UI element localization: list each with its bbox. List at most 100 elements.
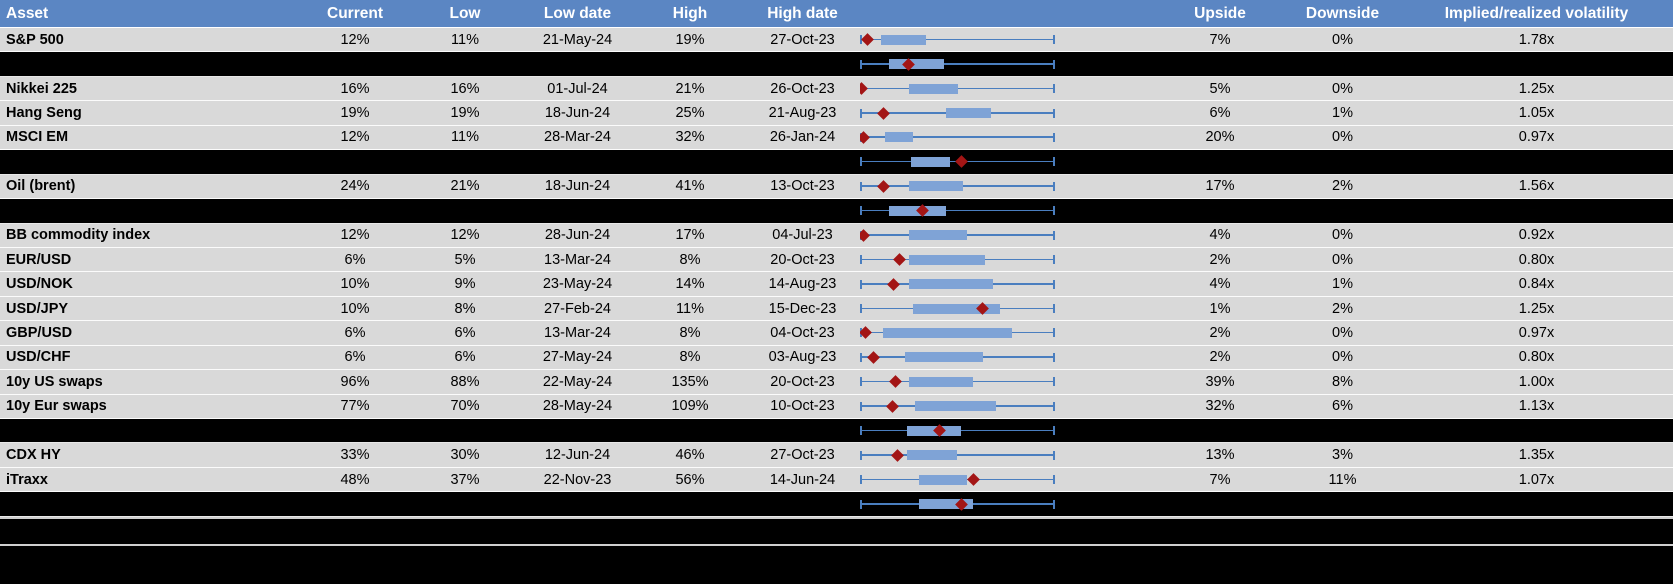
high-date: 20-Oct-23	[770, 373, 835, 390]
range-boxplot	[860, 202, 1055, 219]
range-boxplot	[860, 178, 1055, 195]
whisker-cap-right-icon	[1053, 206, 1055, 216]
current-value: 77%	[340, 398, 370, 415]
low-date: 23-May-24	[542, 276, 613, 293]
implied-realized-value: 0.92x	[1518, 227, 1555, 244]
asset-name: GBP/USD	[6, 324, 73, 341]
whisker-cap-left-icon	[860, 352, 862, 362]
asset-name: CDX HY	[6, 447, 61, 464]
low-value: 6%	[454, 324, 476, 341]
whisker-cap-right-icon	[1053, 84, 1055, 94]
implied-realized-value: 1.00x	[1518, 373, 1555, 390]
range-chart-cell	[860, 199, 1155, 222]
downside-value: 1%	[1332, 105, 1353, 122]
asset-row: Nikkei 225 16% 16% 01-Jul-24 21% 26-Oct-23 5% 0…	[0, 76, 1673, 102]
range-boxplot	[860, 31, 1055, 48]
asset-row: 10y US swaps 96% 88% 22-May-24 135% 20-Oct-23…	[0, 370, 1673, 395]
downside-value: 0%	[1332, 324, 1353, 341]
range-boxplot	[860, 300, 1055, 317]
asset-row: USD/NOK 10% 9% 23-May-24 14% 14-Aug-23 4% 1% 0.8…	[0, 272, 1673, 297]
whisker-line-icon	[860, 38, 1055, 41]
downside-value: 3%	[1332, 447, 1353, 464]
range-boxplot	[860, 471, 1055, 488]
whisker-cap-right-icon	[1053, 426, 1055, 436]
low-date: 22-May-24	[542, 373, 613, 390]
asset-name: USD/CHF	[6, 349, 71, 366]
low-date: 22-Nov-23	[543, 471, 612, 488]
downside-value: 8%	[1332, 373, 1353, 390]
range-boxplot	[860, 349, 1055, 366]
low-date: 28-Jun-24	[544, 227, 611, 244]
whisker-cap-left-icon	[860, 157, 862, 167]
upside-value: 39%	[1205, 373, 1235, 390]
current-value: 12%	[340, 129, 370, 146]
range-chart-cell	[860, 346, 1155, 369]
current-diamond-marker-icon	[886, 277, 900, 291]
range-chart-cell	[860, 175, 1155, 198]
range-boxplot	[860, 496, 1055, 513]
low-value: 21%	[450, 178, 480, 195]
whisker-cap-right-icon	[1053, 377, 1055, 387]
downside-value: 0%	[1332, 129, 1353, 146]
upside-value: 6%	[1209, 105, 1231, 122]
upside-value: 4%	[1209, 227, 1231, 244]
range-box	[908, 230, 968, 241]
whisker-cap-right-icon	[1053, 279, 1055, 289]
asset-name: EUR/USD	[6, 251, 72, 268]
group-summary-row	[0, 419, 1673, 444]
implied-realized-value: 1.35x	[1518, 447, 1555, 464]
range-box	[904, 352, 983, 363]
range-box	[910, 156, 950, 167]
current-value: 48%	[340, 471, 370, 488]
downside-value: 0%	[1332, 349, 1353, 366]
low-value: 11%	[451, 31, 479, 48]
high-value: 17%	[675, 227, 705, 244]
downside-value: 0%	[1332, 227, 1353, 244]
range-chart-cell	[860, 52, 1155, 75]
high-date: 10-Oct-23	[770, 398, 835, 415]
range-chart-cell	[860, 101, 1155, 124]
whisker-cap-left-icon	[860, 59, 862, 69]
whisker-cap-left-icon	[860, 499, 862, 509]
implied-realized-value: 1.78x	[1518, 31, 1555, 48]
downside-value: 2%	[1332, 178, 1353, 195]
low-date: 12-Jun-24	[544, 447, 611, 464]
current-diamond-marker-icon	[888, 375, 902, 389]
whisker-cap-right-icon	[1053, 59, 1055, 69]
range-chart-cell	[860, 224, 1155, 247]
high-value: 109%	[671, 398, 709, 415]
range-boxplot	[860, 447, 1055, 464]
high-value: 21%	[675, 80, 705, 97]
current-diamond-marker-icon	[861, 33, 875, 47]
whisker-cap-left-icon	[860, 255, 862, 265]
range-boxplot	[860, 422, 1055, 439]
upside-value: 17%	[1205, 178, 1235, 195]
range-box	[908, 181, 964, 192]
asset-name: BB commodity index	[6, 227, 151, 244]
downside-value: 2%	[1332, 300, 1353, 317]
range-box	[908, 254, 985, 265]
low-date: 21-May-24	[542, 31, 613, 48]
implied-realized-value: 1.05x	[1518, 105, 1555, 122]
whisker-line-icon	[860, 209, 1055, 212]
low-value: 88%	[450, 373, 480, 390]
current-diamond-marker-icon	[860, 131, 871, 144]
low-date: 28-May-24	[542, 398, 613, 415]
range-chart-cell	[860, 126, 1155, 149]
range-boxplot	[860, 251, 1055, 268]
range-box	[912, 303, 1001, 314]
low-date: 13-Mar-24	[544, 324, 611, 341]
low-date: 13-Mar-24	[544, 251, 611, 268]
current-diamond-marker-icon	[955, 155, 968, 169]
low-date: 28-Mar-24	[544, 129, 611, 146]
implied-realized-value: 1.07x	[1518, 471, 1555, 488]
range-chart-cell	[860, 28, 1155, 51]
range-box	[889, 59, 944, 70]
current-value: 96%	[340, 373, 370, 390]
implied-realized-value: 0.97x	[1518, 324, 1555, 341]
range-boxplot	[860, 56, 1055, 73]
range-box	[883, 327, 1013, 338]
range-chart-cell	[860, 395, 1155, 418]
col-header-low: Low	[449, 4, 481, 22]
